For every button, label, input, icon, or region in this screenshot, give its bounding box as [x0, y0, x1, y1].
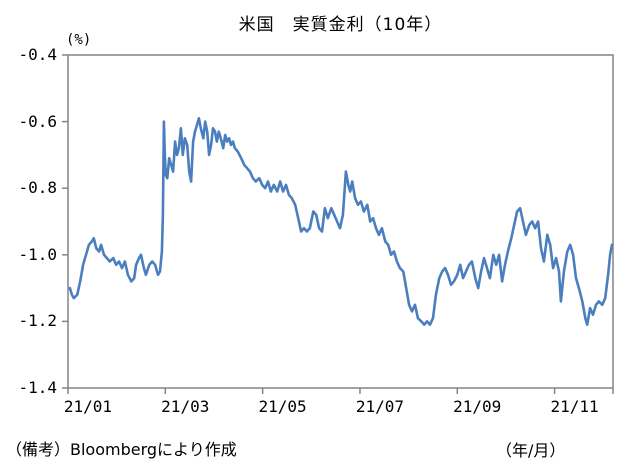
x-axis-tick-label: 21/11 — [550, 397, 599, 416]
series-line — [68, 117, 614, 327]
y-axis-tick-label: -0.8 — [18, 178, 57, 198]
y-axis-tick-label: -0.4 — [18, 45, 57, 64]
y-axis-tick-label: -1.4 — [18, 378, 57, 397]
x-axis-unit-label: （年/月） — [496, 441, 566, 460]
y-axis-unit-label: (%) — [66, 32, 92, 48]
y-axis-tick-label: -0.6 — [18, 111, 57, 131]
y-axis-tick-label: -1.2 — [18, 311, 57, 331]
plot-frame — [67, 54, 614, 389]
x-axis-tick-label: 21/01 — [63, 397, 113, 416]
x-axis-tick-label: 21/07 — [355, 397, 404, 416]
x-axis-tick-label: 21/09 — [453, 397, 502, 416]
x-axis-tick-label: 21/03 — [161, 397, 210, 416]
source-note: （備考）Bloombergにより作成 — [6, 440, 237, 459]
x-axis-tick-label: 21/05 — [258, 397, 307, 416]
chart-title: 米国 実質金利（10年） — [238, 15, 443, 35]
y-axis-tick-label: -1.0 — [18, 244, 57, 264]
